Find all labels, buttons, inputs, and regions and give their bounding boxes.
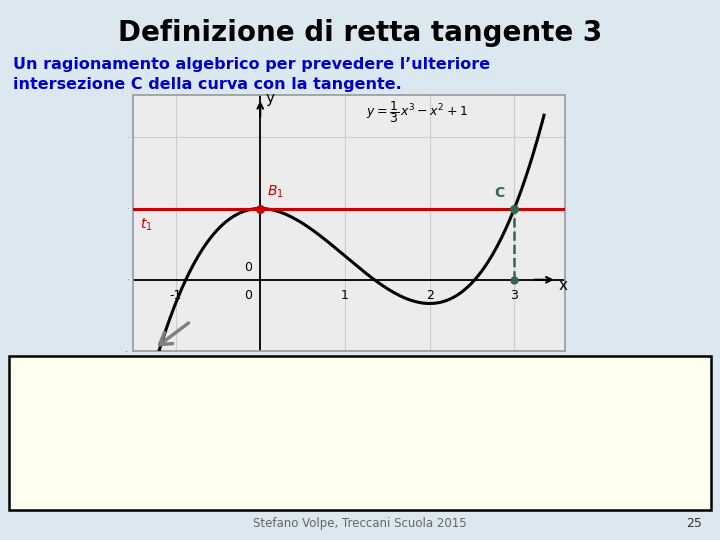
Text: 2: 2: [107, 447, 120, 466]
Text: una retta in: una retta in: [22, 411, 153, 430]
Text: Un ragionamento algebrico per prevedere l’ulteriore: Un ragionamento algebrico per prevedere …: [13, 57, 490, 72]
Text: 3°: 3°: [279, 375, 302, 394]
Text: 2: 2: [426, 289, 433, 302]
Text: -1: -1: [169, 289, 181, 302]
Text: 25: 25: [686, 517, 702, 530]
Text: 1: 1: [341, 289, 349, 302]
Text: Stefano Volpe, Treccani Scuola 2015: Stefano Volpe, Treccani Scuola 2015: [253, 517, 467, 530]
Text: Almeno: Almeno: [22, 447, 107, 466]
Text: Funzione polinomiale di: Funzione polinomiale di: [22, 375, 279, 394]
Text: $y = \dfrac{1}{3}\,x^3 - x^2 + 1$: $y = \dfrac{1}{3}\,x^3 - x^2 + 1$: [366, 99, 468, 125]
Text: $t_1$: $t_1$: [140, 217, 153, 233]
Text: y: y: [266, 91, 274, 105]
Text: punti al massimo.: punti al massimo.: [166, 411, 360, 430]
Text: 3: 3: [510, 289, 518, 302]
Text: 0: 0: [244, 289, 252, 302]
Text: intersezioni sono ‘assorbite’ dalla tangente;: intersezioni sono ‘assorbite’ dalla tang…: [120, 447, 595, 466]
Text: C: C: [494, 186, 504, 200]
Text: $B_1$: $B_1$: [267, 184, 284, 200]
Text: 3: 3: [153, 411, 166, 430]
Text: posso dunque trovare una terza intersezione.: posso dunque trovare una terza intersezi…: [22, 482, 505, 501]
Text: x: x: [559, 278, 567, 293]
Text: grado; il grafico interseca: grado; il grafico interseca: [302, 375, 576, 394]
Text: 0: 0: [244, 261, 252, 274]
Text: Definizione di retta tangente 3: Definizione di retta tangente 3: [118, 19, 602, 47]
Text: intersezione C della curva con la tangente.: intersezione C della curva con la tangen…: [13, 77, 402, 92]
